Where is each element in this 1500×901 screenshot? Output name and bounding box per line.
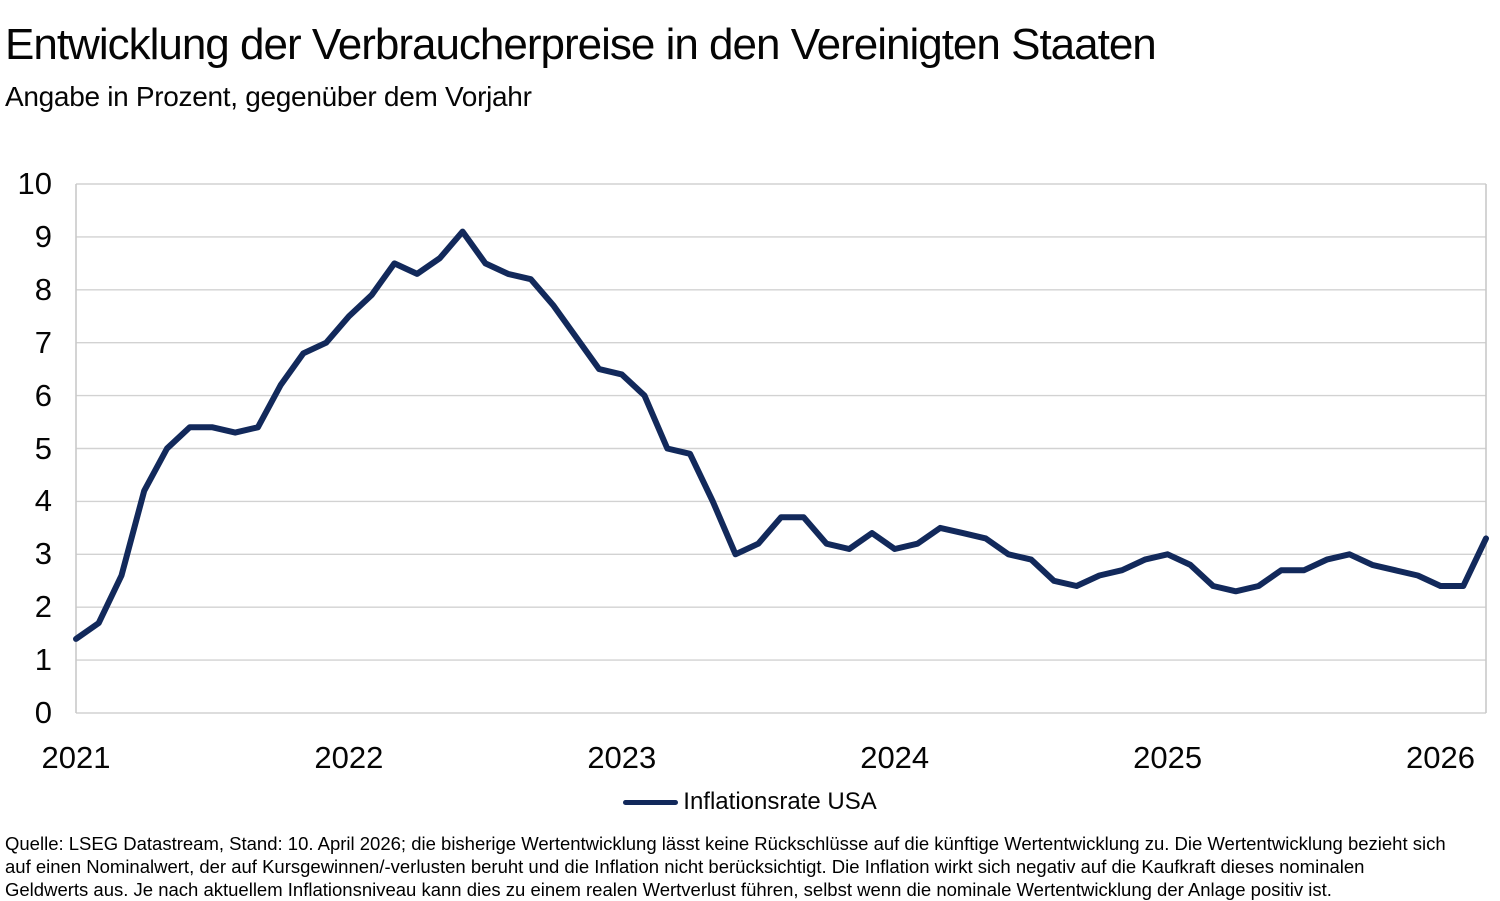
disclaimer-line: Quelle: LSEG Datastream, Stand: 10. Apri… (5, 833, 1446, 854)
y-axis-tick: 10 (17, 166, 52, 201)
disclaimer-line: auf einen Nominalwert, der auf Kursgewin… (5, 856, 1365, 877)
x-axis-tick: 2026 (1406, 740, 1475, 775)
y-axis-tick: 2 (34, 589, 52, 625)
x-axis-tick: 2022 (314, 740, 384, 775)
y-axis-tick: 9 (34, 218, 52, 254)
inflation-rate-line (73, 228, 1489, 642)
disclaimer-line: Geldwerts aus. Je nach aktuellem Inflati… (5, 879, 1332, 900)
source-disclaimer: Quelle: LSEG Datastream, Stand: 10. Apri… (5, 832, 1495, 901)
x-axis-tick: 2023 (587, 740, 657, 775)
x-axis-tick: 2025 (1133, 740, 1203, 775)
legend: Inflationsrate USA (0, 787, 1500, 817)
y-axis-tick: 7 (34, 324, 52, 360)
page-title: Entwicklung der Verbraucherpreise in den… (5, 20, 1157, 69)
x-axis-tick: 2024 (860, 740, 930, 775)
y-axis-tick: 4 (34, 483, 52, 519)
y-axis-tick: 6 (34, 377, 52, 413)
legend-line-swatch (623, 799, 679, 805)
y-axis-tick: 3 (34, 536, 52, 572)
y-axis-tick: 8 (34, 271, 52, 307)
y-axis-tick: 1 (34, 642, 52, 678)
legend-label: Inflationsrate USA (683, 788, 877, 815)
x-axis-tick: 2021 (41, 740, 111, 775)
y-axis-tick: 5 (34, 430, 52, 466)
page-subtitle: Angabe in Prozent, gegenüber dem Vorjahr (5, 81, 532, 112)
y-axis-tick: 0 (34, 695, 52, 730)
